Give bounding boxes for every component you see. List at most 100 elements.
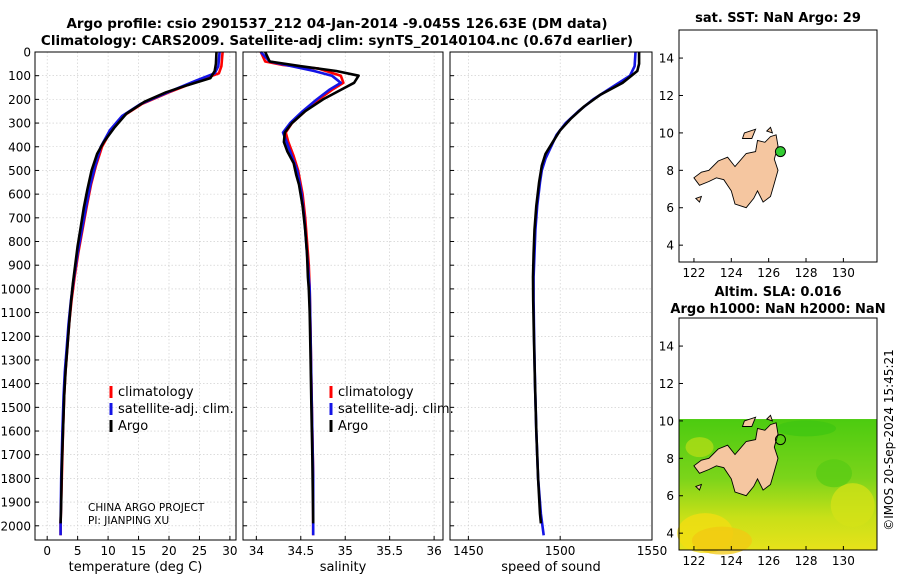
- map-bottom: 122 124 126 128 130 4 6 8 10 12 14: [659, 317, 878, 568]
- plot-area: [35, 52, 236, 540]
- map-y-tick-label: 6: [666, 489, 674, 503]
- map-x-tick-label: 122: [682, 266, 705, 280]
- project-pi: PI: JIANPING XU: [88, 515, 169, 527]
- legend-label-satellite: satellite-adj. clim.: [118, 402, 234, 417]
- map-frame: [678, 317, 878, 551]
- x-tick-label: 1550: [637, 544, 668, 558]
- sla-patch: [830, 483, 875, 528]
- y-tick-label: 1600: [0, 425, 31, 439]
- sla-patch: [691, 526, 752, 555]
- x-tick-label: 5: [74, 544, 82, 558]
- map-frame: [678, 29, 878, 263]
- series-line-argo: [59, 51, 218, 524]
- legend-label-climatology: climatology: [338, 385, 414, 400]
- map-x-tick-label: 124: [720, 554, 743, 568]
- y-tick-label: 1800: [0, 472, 31, 486]
- y-tick-label: 500: [8, 164, 31, 178]
- y-tick-label: 200: [8, 93, 31, 107]
- y-tick-label: 1000: [0, 282, 31, 296]
- map-bottom-title1: Altim. SLA: 0.016: [715, 285, 842, 300]
- project-name: CHINA ARGO PROJECT: [88, 502, 205, 514]
- figure-title-line2: Climatology: CARS2009. Satellite-adj cli…: [41, 33, 633, 49]
- map-x-tick-label: 128: [795, 266, 818, 280]
- map-y-tick-label: 12: [659, 377, 674, 391]
- y-tick-label: 100: [8, 69, 31, 83]
- x-tick-label: 36: [426, 544, 441, 558]
- map-bottom-title2: Argo h1000: NaN h2000: NaN: [670, 302, 885, 317]
- y-tick-label: 1200: [0, 330, 31, 344]
- series-line-argo: [531, 52, 641, 524]
- sla-patch: [776, 420, 837, 437]
- map-x-tick-label: 126: [757, 266, 780, 280]
- map-x-tick-label: 130: [832, 266, 855, 280]
- y-tick-label: 1400: [0, 377, 31, 391]
- figure-title-line1: Argo profile: csio 2901537_212 04-Jan-20…: [66, 16, 607, 32]
- y-tick-label: 900: [8, 259, 31, 273]
- sla-patch: [685, 437, 714, 458]
- y-tick-label: 1100: [0, 306, 31, 320]
- x-tick-label: 30: [222, 544, 237, 558]
- x-tick-label: 34.5: [287, 544, 314, 558]
- map-x-tick-label: 128: [795, 554, 818, 568]
- map-y-tick-label: 4: [666, 239, 674, 253]
- argo-position-marker: [774, 434, 786, 446]
- legend: climatology satellite-adj. clim. Argo: [109, 385, 234, 434]
- legend-label-climatology: climatology: [118, 385, 194, 400]
- x-tick-label: 10: [100, 544, 115, 558]
- plot-area: [450, 52, 652, 540]
- imos-stamp: ©IMOS 20-Sep-2024 15:45:21: [882, 349, 896, 531]
- land-mass: [693, 414, 779, 497]
- x-tick-label: 35.5: [376, 544, 403, 558]
- x-axis-label: speed of sound: [501, 560, 601, 575]
- map-x-tick-label: 122: [682, 554, 705, 568]
- x-tick-label: 20: [161, 544, 176, 558]
- x-axis-label: temperature (deg C): [69, 560, 203, 575]
- map-y-tick-label: 14: [659, 52, 674, 66]
- plot-frame: [449, 51, 653, 541]
- map-top-title: sat. SST: NaN Argo: 29: [695, 11, 861, 26]
- x-tick-label: 1500: [545, 544, 576, 558]
- legend-label-argo: Argo: [338, 419, 368, 434]
- legend-salinity: climatology satellite-adj. clim. Argo: [329, 385, 454, 434]
- map-y-tick-label: 4: [666, 527, 674, 541]
- map-y-tick-label: 8: [666, 164, 674, 178]
- map-y-tick-label: 8: [666, 452, 674, 466]
- y-tick-label: 2000: [0, 519, 31, 533]
- map-x-tick-label: 124: [720, 266, 743, 280]
- y-tick-label: 400: [8, 140, 31, 154]
- x-tick-label: 34: [249, 544, 264, 558]
- land-mass: [693, 126, 779, 209]
- x-tick-label: 15: [131, 544, 146, 558]
- plot-area: [243, 52, 443, 540]
- y-tick-label: 300: [8, 117, 31, 131]
- y-tick-label: 1500: [0, 401, 31, 415]
- map-x-tick-label: 130: [832, 554, 855, 568]
- map-y-tick-label: 6: [666, 201, 674, 215]
- temperature-panel: 0 5 10 15 20 25 30 temperature (deg C) 0 100 200 30…: [0, 46, 237, 576]
- y-tick-label: 1700: [0, 448, 31, 462]
- map-y-tick-label: 14: [659, 340, 674, 354]
- sla-patch: [816, 459, 853, 488]
- y-tick-label: 1300: [0, 353, 31, 367]
- series-line-argo: [264, 51, 360, 524]
- y-tick-label: 600: [8, 188, 31, 202]
- y-tick-label: 1900: [0, 496, 31, 510]
- legend-label-argo: Argo: [118, 419, 148, 434]
- x-tick-label: 1450: [453, 544, 484, 558]
- x-tick-label: 25: [192, 544, 207, 558]
- map-top: 122 124 126 128 130 4 6 8 10 12 14: [659, 29, 878, 280]
- plot-frame: [242, 51, 444, 541]
- map-y-tick-label: 10: [659, 126, 674, 140]
- y-tick-label: 700: [8, 211, 31, 225]
- legend-label-satellite: satellite-adj. clim.: [338, 402, 454, 417]
- map-y-tick-label: 12: [659, 89, 674, 103]
- y-tick-label: 0: [23, 46, 31, 60]
- x-axis-label: salinity: [320, 560, 367, 575]
- map-x-tick-label: 126: [757, 554, 780, 568]
- argo-position-marker: [774, 146, 786, 158]
- x-tick-label: 35: [338, 544, 353, 558]
- map-y-tick-label: 10: [659, 414, 674, 428]
- x-tick-label: 0: [43, 544, 51, 558]
- salinity-panel: 34 34.5 35 35.5 36 salinity: [242, 51, 444, 575]
